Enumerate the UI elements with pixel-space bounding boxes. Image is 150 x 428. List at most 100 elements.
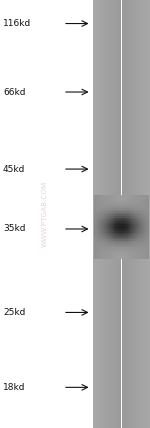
Bar: [136, 203, 137, 205]
Bar: [146, 195, 147, 196]
Bar: [124, 246, 125, 247]
Bar: [122, 0, 123, 428]
Bar: [126, 249, 127, 251]
Bar: [118, 226, 119, 228]
Bar: [147, 218, 148, 220]
Bar: [115, 218, 116, 220]
Bar: [126, 234, 127, 236]
Bar: [128, 218, 129, 220]
Bar: [112, 236, 114, 238]
Bar: [115, 236, 116, 238]
Bar: [120, 223, 121, 224]
Bar: [136, 251, 137, 253]
Bar: [101, 238, 102, 239]
Bar: [123, 253, 124, 254]
Bar: [137, 221, 138, 223]
Bar: [148, 239, 149, 241]
Bar: [100, 256, 101, 257]
Bar: [119, 201, 120, 203]
Bar: [98, 257, 99, 259]
Bar: [136, 220, 137, 221]
Bar: [108, 251, 109, 253]
Bar: [131, 213, 132, 214]
Bar: [123, 198, 124, 200]
Bar: [97, 229, 98, 231]
Bar: [135, 211, 136, 213]
Bar: [133, 243, 134, 244]
Bar: [99, 246, 100, 247]
Text: 66kd: 66kd: [3, 87, 26, 97]
Bar: [110, 223, 111, 224]
Text: 35kd: 35kd: [3, 224, 26, 234]
Bar: [105, 0, 106, 428]
Bar: [104, 214, 105, 216]
Bar: [120, 232, 121, 234]
Bar: [131, 257, 132, 259]
Bar: [128, 200, 129, 201]
Bar: [111, 223, 112, 224]
Bar: [121, 257, 122, 259]
Bar: [117, 200, 118, 201]
Bar: [110, 254, 111, 256]
Bar: [143, 228, 144, 229]
Bar: [133, 195, 134, 196]
Bar: [94, 244, 95, 246]
Bar: [94, 249, 95, 251]
Bar: [108, 253, 109, 254]
Bar: [114, 243, 115, 244]
Bar: [117, 249, 118, 251]
Bar: [112, 234, 114, 236]
Bar: [98, 228, 99, 229]
Bar: [122, 244, 123, 246]
Bar: [105, 246, 106, 247]
Bar: [117, 226, 118, 228]
Bar: [103, 253, 104, 254]
Bar: [129, 246, 130, 247]
Bar: [125, 246, 126, 247]
Bar: [99, 254, 100, 256]
Bar: [123, 220, 124, 221]
Bar: [146, 226, 147, 228]
Bar: [98, 200, 99, 201]
Bar: [117, 224, 118, 226]
Bar: [139, 241, 140, 243]
Bar: [129, 218, 130, 220]
Bar: [111, 216, 112, 218]
Bar: [121, 205, 122, 206]
Bar: [139, 246, 140, 247]
Bar: [124, 254, 125, 256]
Bar: [104, 210, 105, 211]
Bar: [120, 257, 121, 259]
Bar: [106, 234, 107, 236]
Bar: [104, 200, 105, 201]
Bar: [98, 218, 99, 220]
Bar: [119, 200, 120, 201]
Bar: [105, 216, 106, 218]
Bar: [107, 205, 108, 206]
Bar: [144, 201, 145, 203]
Bar: [116, 224, 117, 226]
Bar: [118, 196, 119, 198]
Bar: [94, 232, 95, 234]
Bar: [104, 229, 105, 231]
Bar: [129, 214, 130, 216]
Bar: [118, 249, 119, 251]
Bar: [138, 234, 139, 236]
Bar: [123, 0, 124, 428]
Bar: [146, 254, 147, 256]
Bar: [144, 228, 145, 229]
Bar: [98, 254, 99, 256]
Bar: [140, 249, 141, 251]
Bar: [117, 205, 118, 206]
Bar: [132, 246, 133, 247]
Bar: [96, 216, 97, 218]
Bar: [133, 208, 134, 210]
Bar: [109, 231, 110, 232]
Bar: [117, 229, 118, 231]
Bar: [122, 213, 123, 214]
Bar: [121, 198, 122, 200]
Bar: [132, 214, 133, 216]
Bar: [146, 229, 147, 231]
Bar: [100, 213, 101, 214]
Bar: [111, 195, 112, 196]
